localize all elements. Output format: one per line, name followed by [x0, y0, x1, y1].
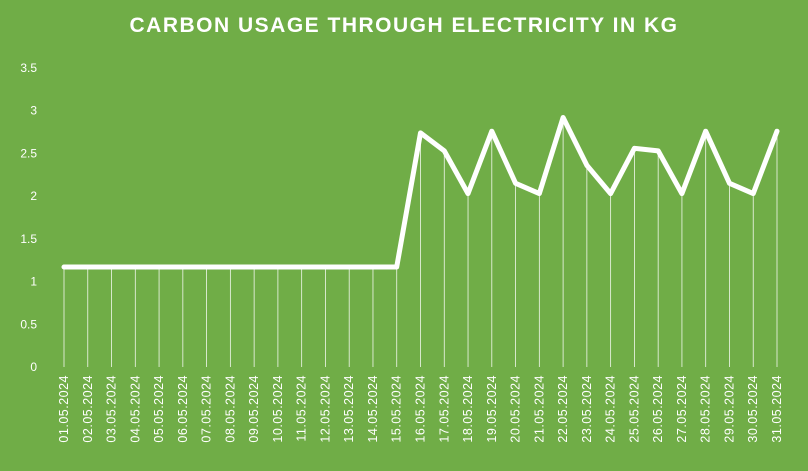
data-point [442, 148, 447, 154]
data-point [537, 191, 542, 196]
x-tick-label: 30.05.2024 [746, 375, 760, 443]
data-point [323, 264, 328, 270]
data-point [85, 264, 90, 270]
x-tick-label: 16.05.2024 [414, 375, 428, 443]
chart-title: CARBON USAGE THROUGH ELECTRICITY IN KG [129, 14, 679, 37]
x-axis-tick-labels: 01.05.2024 02.05.2024 03.05.2024 04.05.2024… [57, 375, 784, 443]
data-point [679, 191, 685, 196]
y-tick-label: 1 [30, 275, 37, 289]
x-tick-label: 03.05.2024 [105, 375, 119, 443]
x-tick-label: 01.05.2024 [57, 375, 71, 443]
y-tick-label: 2 [30, 189, 37, 203]
data-point [370, 264, 376, 270]
data-point [204, 264, 209, 270]
x-tick-label: 18.05.2024 [461, 375, 475, 443]
data-point [251, 264, 257, 270]
data-point [418, 130, 423, 136]
data-point [560, 115, 566, 120]
data-point [299, 264, 304, 270]
data-point [703, 129, 708, 134]
y-tick-label: 2.5 [20, 146, 37, 160]
data-point [394, 264, 399, 270]
data-point [347, 264, 352, 270]
data-point [61, 264, 67, 270]
x-tick-label: 14.05.2024 [366, 375, 380, 443]
x-tick-label: 27.05.2024 [675, 375, 689, 443]
data-point [608, 191, 613, 196]
x-tick-label: 22.05.2024 [556, 375, 570, 443]
x-tick-label: 13.05.2024 [342, 375, 356, 443]
drop-lines [63, 117, 778, 367]
x-tick-label: 25.05.2024 [627, 375, 641, 443]
data-point [465, 191, 471, 196]
y-axis-tick-labels: 0 0.5 1 1.5 2 2.5 3 3.5 [20, 61, 37, 374]
x-tick-label: 05.05.2024 [152, 375, 166, 443]
x-tick-label: 02.05.2024 [81, 375, 95, 443]
data-point [655, 148, 661, 154]
data-point [632, 146, 637, 151]
x-tick-label: 07.05.2024 [200, 375, 214, 443]
data-point [513, 181, 518, 186]
x-tick-label: 17.05.2024 [437, 375, 451, 443]
series-layer [61, 115, 780, 270]
data-point [109, 264, 114, 270]
data-point [180, 264, 186, 270]
data-point [751, 191, 756, 196]
data-point [584, 163, 590, 168]
x-tick-label: 10.05.2024 [271, 375, 285, 443]
y-tick-label: 1.5 [20, 232, 37, 246]
data-point [489, 129, 494, 134]
x-tick-label: 08.05.2024 [223, 375, 237, 443]
y-tick-label: 3.5 [20, 61, 37, 75]
x-tick-label: 23.05.2024 [580, 375, 594, 443]
data-point [275, 264, 281, 270]
x-tick-label: 31.05.2024 [770, 375, 784, 443]
data-point [156, 264, 162, 270]
x-tick-label: 09.05.2024 [247, 375, 261, 443]
x-tick-label: 12.05.2024 [318, 375, 332, 443]
x-tick-label: 24.05.2024 [604, 375, 618, 443]
x-tick-label: 21.05.2024 [532, 375, 546, 443]
data-point [228, 264, 233, 270]
x-tick-label: 20.05.2024 [509, 375, 523, 443]
data-point [727, 181, 732, 186]
y-tick-label: 0.5 [20, 317, 37, 331]
x-tick-label: 28.05.2024 [699, 375, 713, 443]
data-point [133, 264, 138, 270]
x-tick-label: 26.05.2024 [651, 375, 665, 443]
x-tick-label: 04.05.2024 [128, 375, 142, 443]
y-tick-label: 0 [30, 360, 37, 374]
x-tick-label: 11.05.2024 [295, 375, 309, 442]
x-tick-label: 15.05.2024 [390, 375, 404, 443]
y-tick-label: 3 [30, 104, 37, 118]
x-tick-label: 29.05.2024 [722, 375, 736, 443]
x-tick-label: 06.05.2024 [176, 375, 190, 443]
data-point [774, 129, 780, 134]
x-tick-label: 19.05.2024 [485, 375, 499, 443]
